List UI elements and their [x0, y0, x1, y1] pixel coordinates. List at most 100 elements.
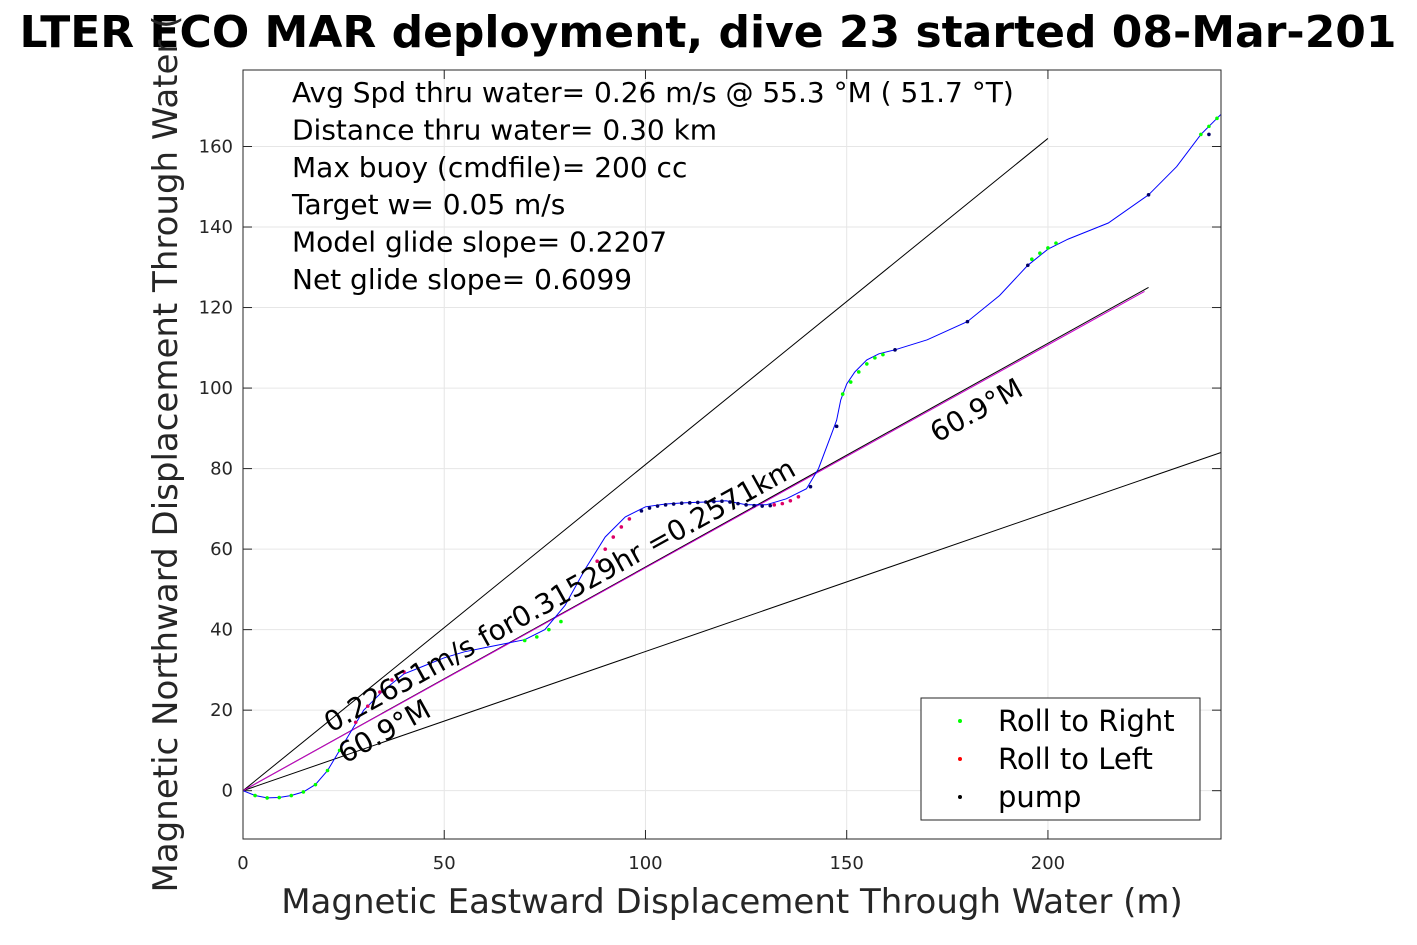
pump-marker: [768, 503, 773, 508]
pump-marker: [695, 500, 700, 505]
roll-right-marker: [535, 635, 539, 639]
plot-frame: [242, 69, 1222, 840]
legend-box: [920, 697, 1201, 821]
grid: [242, 70, 1221, 839]
pump-marker: [720, 499, 724, 504]
roll-left-marker: [627, 517, 632, 521]
y-tick-label: 40: [210, 620, 233, 641]
roll-right-marker: [265, 796, 269, 800]
pump-marker: [965, 319, 970, 324]
roll-left-marker: [378, 690, 382, 694]
roll-right-marker: [1215, 116, 1219, 121]
pump-marker: [647, 506, 652, 510]
roll-right-marker: [337, 748, 342, 753]
info-line: Model glide slope= 0.2207: [292, 226, 667, 259]
roll-left-marker: [796, 494, 801, 499]
y-tick-label: 100: [199, 378, 233, 399]
x-tick-label: 150: [830, 853, 864, 874]
tick-marks: 0 50 100 150 200 0 20 40 60 80 100 120 140 160: [199, 70, 1221, 874]
roll-right-marker: [865, 362, 869, 366]
pump-marker: [893, 348, 897, 352]
roll-right-marker: [1207, 124, 1211, 129]
pump-marker: [736, 501, 740, 506]
pump-marker: [679, 501, 684, 506]
info-line: Avg Spd thru water= 0.26 m/s @ 55.3 °M (…: [292, 76, 1014, 109]
pump-marker: [808, 484, 813, 489]
x-axis-label: Magnetic Eastward Displacement Through W…: [281, 882, 1183, 922]
roll-right-marker: [253, 793, 257, 798]
pump-marker: [687, 501, 692, 505]
info-line: Net glide slope= 0.6099: [292, 263, 632, 296]
x-tick-label: 50: [433, 853, 456, 874]
y-tick-label: 80: [210, 459, 233, 480]
legend-label: Roll to Left: [998, 742, 1153, 776]
roll-right-marker: [1038, 251, 1042, 255]
roll-left-marker: [365, 704, 370, 708]
pump-marker: [834, 424, 839, 429]
roll-left-marker: [611, 535, 616, 539]
chart-title: LTER ECO MAR deployment, dive 23 started…: [19, 7, 1396, 58]
roll-left-marker: [619, 525, 624, 529]
y-tick-label: 60: [210, 539, 233, 560]
pump-marker: [712, 499, 716, 504]
reference-line-heading: [242, 291, 1145, 792]
reference-line-upper: [242, 138, 1049, 792]
legend-marker: [958, 795, 962, 799]
pump-marker: [752, 503, 756, 508]
info-line: Max buoy (cmdfile)= 200 cc: [292, 151, 687, 184]
roll-right-marker: [325, 768, 330, 773]
roll-left-marker: [772, 503, 777, 507]
y-tick-label: 160: [199, 136, 233, 157]
y-axis-label: Magnetic Northward Displacement Through …: [146, 16, 186, 893]
y-tick-label: 20: [210, 700, 233, 721]
roll-left-marker: [402, 670, 406, 674]
info-line: Target w= 0.05 m/s: [291, 188, 565, 221]
roll-right-marker: [547, 627, 551, 632]
pump-marker: [704, 500, 708, 504]
roll-right-marker: [313, 782, 318, 787]
pump-marker: [1146, 193, 1151, 197]
pump-marker: [728, 500, 732, 504]
pump-marker: [671, 502, 676, 506]
x-tick-label: 200: [1031, 853, 1065, 874]
legend-label: Roll to Right: [998, 704, 1175, 738]
pump-marker: [1207, 132, 1211, 137]
pump-marker: [760, 504, 764, 508]
pump-marker: [744, 503, 748, 507]
roll-right-marker: [522, 638, 527, 643]
roll-right-marker: [1046, 246, 1050, 250]
info-line: Distance thru water= 0.30 km: [292, 113, 717, 146]
legend-marker: [958, 757, 962, 761]
roll-right-marker: [848, 380, 853, 384]
reference-line-lower: [242, 452, 1222, 792]
roll-right-marker: [856, 370, 861, 374]
roll-right-marker: [289, 793, 294, 798]
roll-right-marker: [873, 356, 877, 360]
pump-marker: [639, 509, 644, 513]
legend-marker: [958, 719, 962, 723]
info-text-block: Avg Spd thru water= 0.26 m/s @ 55.3 °M (…: [291, 76, 1014, 296]
glider-track: [242, 113, 1222, 799]
roll-left-marker: [390, 678, 394, 682]
roll-left-marker: [353, 720, 358, 725]
y-tick-label: 120: [199, 298, 233, 319]
roll-right-marker: [301, 790, 306, 794]
pump-marker: [1026, 263, 1030, 268]
roll-right-marker: [559, 619, 563, 624]
roll-left-marker: [788, 499, 793, 503]
roll-right-marker: [881, 352, 885, 357]
roll-right-marker: [277, 795, 282, 800]
y-tick-label: 140: [199, 217, 233, 238]
roll-right-marker: [1054, 241, 1058, 245]
pump-marker: [663, 503, 668, 507]
roll-left-marker: [595, 559, 599, 563]
roll-left-marker: [603, 547, 608, 551]
roll-right-marker: [1199, 132, 1203, 137]
roll-right-marker: [840, 392, 845, 396]
roll-left-marker: [780, 501, 785, 506]
track-line: [242, 113, 1222, 799]
y-tick-label: 0: [222, 781, 233, 802]
legend: Roll to Right Roll to Left pump: [920, 697, 1201, 821]
pump-marker: [655, 504, 660, 508]
